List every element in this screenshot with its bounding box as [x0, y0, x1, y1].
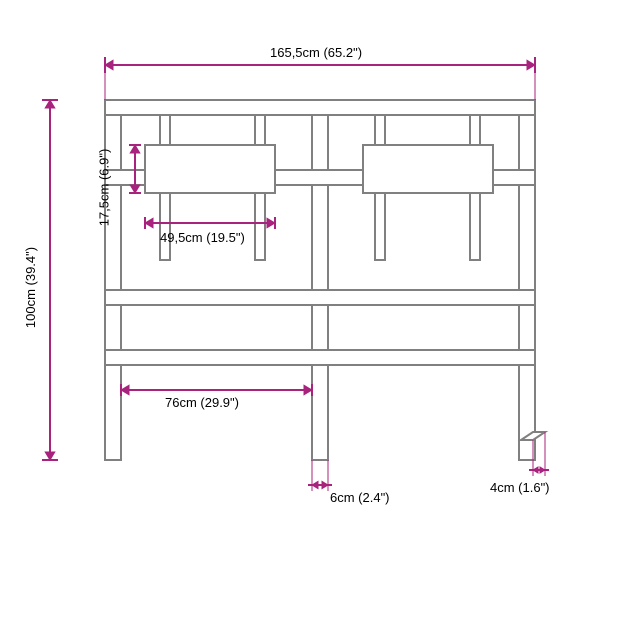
label-section-width: 76cm (29.9")	[165, 395, 239, 410]
diagram-canvas: 165,5cm (65.2") 100cm (39.4") 17,5cm (6.…	[0, 0, 620, 620]
label-depth: 4cm (1.6")	[490, 480, 550, 495]
label-total-width: 165,5cm (65.2")	[270, 45, 362, 60]
label-panel-height: 17,5cm (6.9")	[96, 149, 111, 227]
label-post-width: 6cm (2.4")	[330, 490, 390, 505]
label-total-height: 100cm (39.4")	[23, 247, 38, 328]
label-panel-width: 49,5cm (19.5")	[160, 230, 245, 245]
technical-drawing-svg	[0, 0, 620, 620]
